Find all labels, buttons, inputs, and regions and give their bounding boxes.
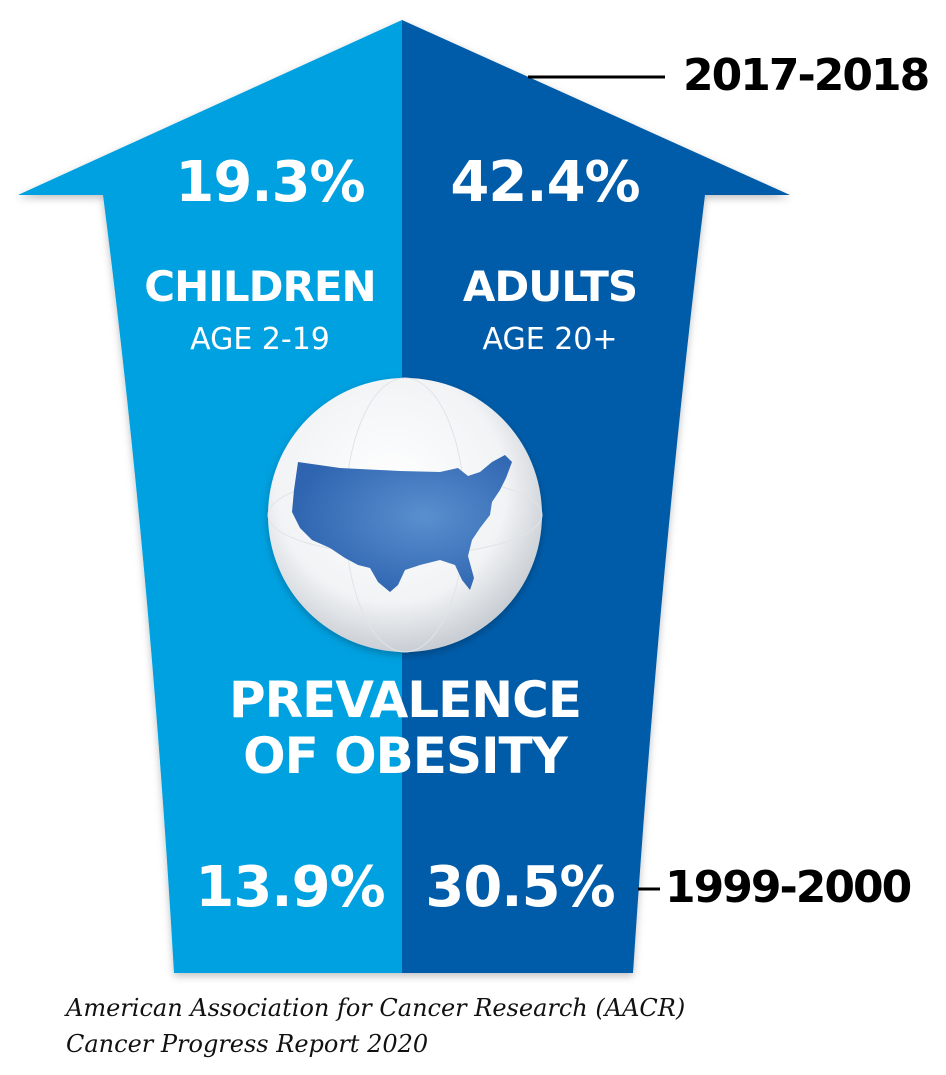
children-recent-value: 19.3% — [175, 150, 365, 215]
title-line-1: PREVALENCE — [228, 671, 582, 729]
recent-period-label: 2017-2018 — [683, 50, 930, 101]
children-label: CHILDREN — [144, 262, 376, 311]
baseline-period-label: 1999-2000 — [665, 862, 912, 913]
source-line-1: American Association for Cancer Research… — [66, 994, 686, 1022]
chart-title: PREVALENCE OF OBESITY — [150, 672, 660, 784]
children-arrow-half — [18, 20, 402, 973]
adults-label: ADULTS — [462, 262, 638, 311]
globe-icon — [267, 377, 543, 653]
adults-arrow-half — [402, 20, 790, 973]
source-line-2: Cancer Progress Report 2020 — [66, 1030, 429, 1058]
usa-map-icon — [292, 455, 512, 592]
adults-recent-value: 42.4% — [450, 150, 640, 215]
title-line-2: OF OBESITY — [243, 727, 568, 785]
adults-age: AGE 20+ — [482, 322, 618, 357]
adults-baseline-value: 30.5% — [425, 855, 615, 920]
children-baseline-value: 13.9% — [195, 855, 385, 920]
children-age: AGE 2-19 — [190, 322, 330, 357]
source-citation: American Association for Cancer Research… — [66, 990, 685, 1062]
